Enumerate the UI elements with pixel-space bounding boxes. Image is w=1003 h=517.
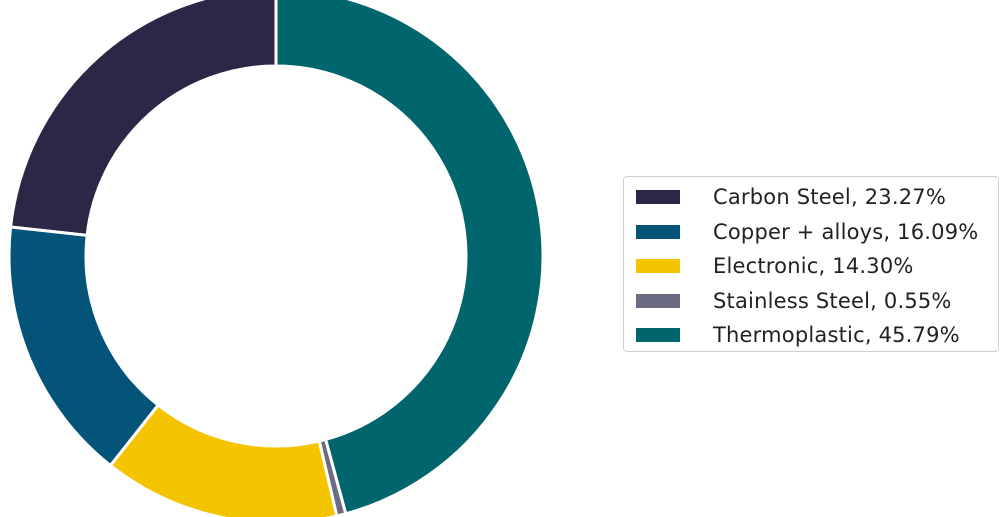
legend-swatch-carbon-steel (636, 190, 680, 205)
donut-wedge-electronic (109, 403, 339, 517)
donut-wedge-carbon-steel (9, 0, 278, 237)
legend-item-carbon-steel: Carbon Steel, 23.27% (624, 180, 998, 215)
legend-swatch-stainless-steel (636, 293, 680, 308)
legend-item-stainless-steel: Stainless Steel, 0.55% (624, 284, 998, 319)
donut-chart (7, 0, 545, 517)
legend-label-thermoplastic: Thermoplastic, 45.79% (713, 323, 960, 348)
legend-item-copper-alloys: Copper + alloys, 16.09% (624, 215, 998, 250)
legend-label-stainless-steel: Stainless Steel, 0.55% (713, 288, 952, 313)
chart-legend: Carbon Steel, 23.27% Copper + alloys, 16… (623, 176, 999, 352)
legend-label-copper-alloys: Copper + alloys, 16.09% (713, 219, 979, 244)
legend-item-thermoplastic: Thermoplastic, 45.79% (624, 318, 998, 353)
legend-swatch-thermoplastic (636, 328, 680, 343)
legend-swatch-copper-alloys (636, 224, 680, 239)
donut-wedge-thermoplastic (274, 0, 545, 516)
legend-item-electronic: Electronic, 14.30% (624, 249, 998, 284)
legend-label-electronic: Electronic, 14.30% (713, 254, 914, 279)
legend-swatch-electronic (636, 259, 680, 274)
legend-label-carbon-steel: Carbon Steel, 23.27% (713, 185, 946, 210)
donut-wedge-copper-alloys (7, 225, 160, 468)
